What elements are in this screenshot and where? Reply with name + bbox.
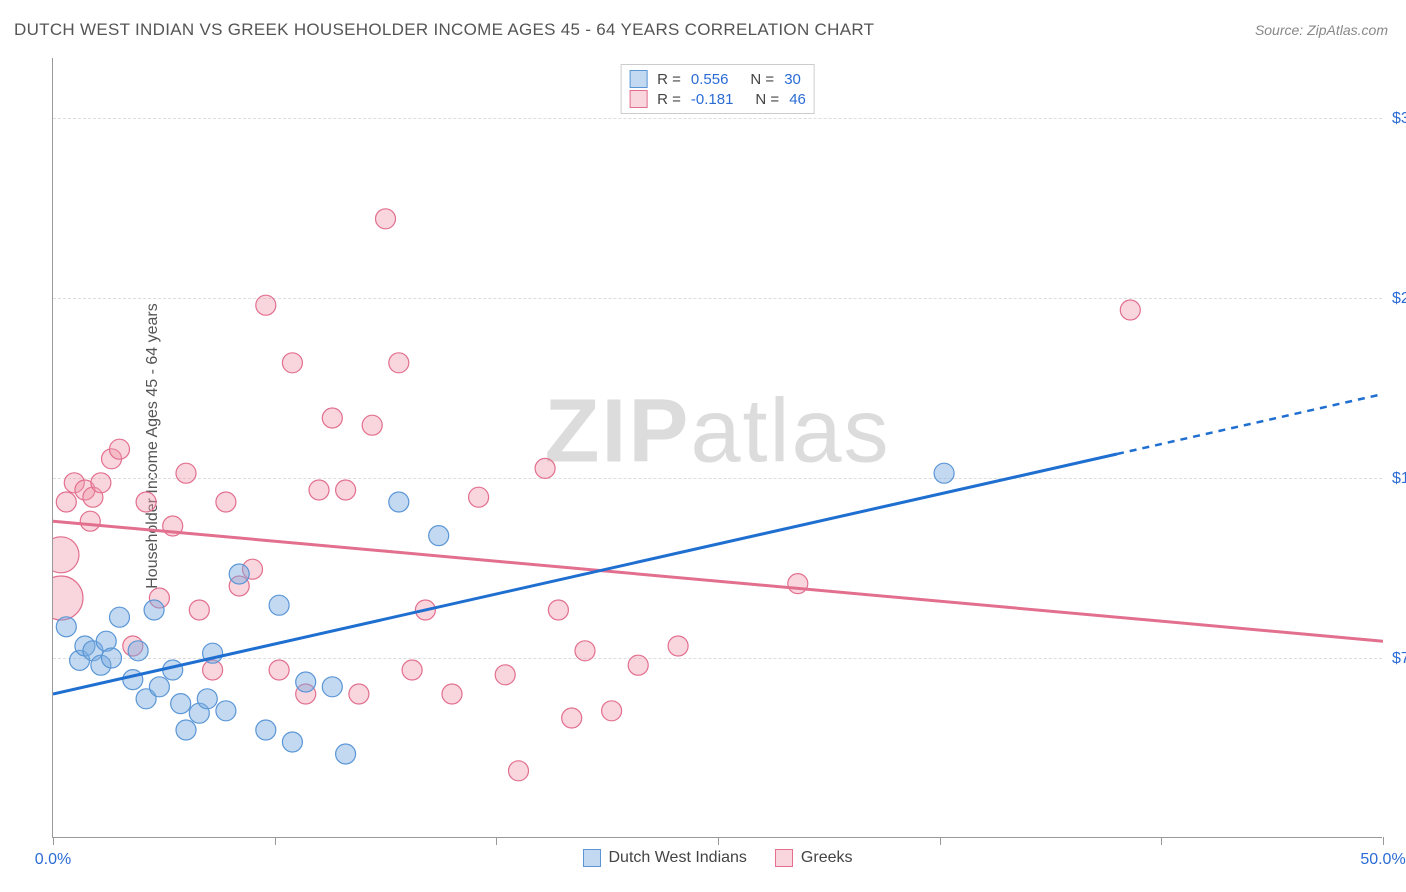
- x-tick: [275, 837, 276, 845]
- data-point: [144, 600, 164, 620]
- chart-container: DUTCH WEST INDIAN VS GREEK HOUSEHOLDER I…: [0, 0, 1406, 892]
- data-point: [197, 689, 217, 709]
- data-point: [389, 492, 409, 512]
- data-point: [163, 660, 183, 680]
- data-point: [123, 670, 143, 690]
- data-point: [56, 617, 76, 637]
- data-point: [216, 492, 236, 512]
- data-point: [376, 209, 396, 229]
- legend-n-label: N =: [755, 91, 779, 108]
- data-point: [80, 511, 100, 531]
- legend-r-value: -0.181: [691, 91, 734, 108]
- data-point: [53, 576, 83, 620]
- chart-title: DUTCH WEST INDIAN VS GREEK HOUSEHOLDER I…: [14, 20, 874, 40]
- data-point: [176, 463, 196, 483]
- legend-correlation: R = 0.556 N = 30 R = -0.181 N = 46: [620, 64, 815, 114]
- data-point: [163, 516, 183, 536]
- legend-swatch: [775, 849, 793, 867]
- data-point: [91, 473, 111, 493]
- data-point: [256, 295, 276, 315]
- legend-r-label: R =: [657, 91, 681, 108]
- data-point: [189, 600, 209, 620]
- legend-n-value: 46: [789, 91, 806, 108]
- data-point: [349, 684, 369, 704]
- data-point: [269, 660, 289, 680]
- data-point: [602, 701, 622, 721]
- x-tick: [718, 837, 719, 845]
- data-point: [442, 684, 462, 704]
- data-point: [296, 672, 316, 692]
- legend-series-label: Greeks: [801, 849, 853, 867]
- y-tick-label: $225,000: [1384, 290, 1406, 308]
- scatter-points: [53, 58, 1383, 838]
- legend-row: R = -0.181 N = 46: [629, 89, 806, 109]
- data-point: [256, 720, 276, 740]
- x-tick-label: 0.0%: [35, 851, 71, 869]
- legend-r-value: 0.556: [691, 71, 729, 88]
- data-point: [362, 415, 382, 435]
- data-point: [203, 643, 223, 663]
- legend-swatch: [629, 70, 647, 88]
- legend-swatch: [582, 849, 600, 867]
- data-point: [389, 353, 409, 373]
- data-point: [322, 408, 342, 428]
- data-point: [535, 458, 555, 478]
- legend-series: Dutch West Indians Greeks: [582, 849, 852, 867]
- data-point: [575, 641, 595, 661]
- data-point: [149, 677, 169, 697]
- data-point: [469, 487, 489, 507]
- data-point: [309, 480, 329, 500]
- data-point: [336, 744, 356, 764]
- x-tick: [496, 837, 497, 845]
- data-point: [429, 526, 449, 546]
- data-point: [102, 648, 122, 668]
- data-point: [495, 665, 515, 685]
- data-point: [53, 537, 79, 573]
- y-tick-label: $300,000: [1384, 110, 1406, 128]
- legend-item: Dutch West Indians: [582, 849, 746, 867]
- legend-item: Greeks: [775, 849, 853, 867]
- legend-series-label: Dutch West Indians: [608, 849, 746, 867]
- legend-n-value: 30: [784, 71, 801, 88]
- data-point: [336, 480, 356, 500]
- data-point: [136, 492, 156, 512]
- x-tick: [1383, 837, 1384, 845]
- data-point: [562, 708, 582, 728]
- data-point: [668, 636, 688, 656]
- data-point: [509, 761, 529, 781]
- y-tick-label: $75,000: [1384, 650, 1406, 668]
- legend-r-label: R =: [657, 71, 681, 88]
- data-point: [1120, 300, 1140, 320]
- legend-row: R = 0.556 N = 30: [629, 69, 806, 89]
- data-point: [934, 463, 954, 483]
- data-point: [171, 694, 191, 714]
- x-tick-label: 50.0%: [1360, 851, 1405, 869]
- data-point: [110, 607, 130, 627]
- data-point: [402, 660, 422, 680]
- data-point: [110, 439, 130, 459]
- legend-swatch: [629, 90, 647, 108]
- legend-n-label: N =: [750, 71, 774, 88]
- data-point: [229, 564, 249, 584]
- x-tick: [53, 837, 54, 845]
- y-tick-label: $150,000: [1384, 470, 1406, 488]
- plot-area: ZIPatlas $75,000$150,000$225,000$300,000…: [52, 58, 1382, 838]
- data-point: [788, 574, 808, 594]
- data-point: [548, 600, 568, 620]
- data-point: [216, 701, 236, 721]
- data-point: [128, 641, 148, 661]
- x-tick: [1161, 837, 1162, 845]
- data-point: [282, 353, 302, 373]
- source-label: Source: ZipAtlas.com: [1255, 22, 1388, 38]
- data-point: [628, 655, 648, 675]
- data-point: [322, 677, 342, 697]
- data-point: [269, 595, 289, 615]
- data-point: [282, 732, 302, 752]
- data-point: [415, 600, 435, 620]
- x-tick: [940, 837, 941, 845]
- data-point: [56, 492, 76, 512]
- data-point: [176, 720, 196, 740]
